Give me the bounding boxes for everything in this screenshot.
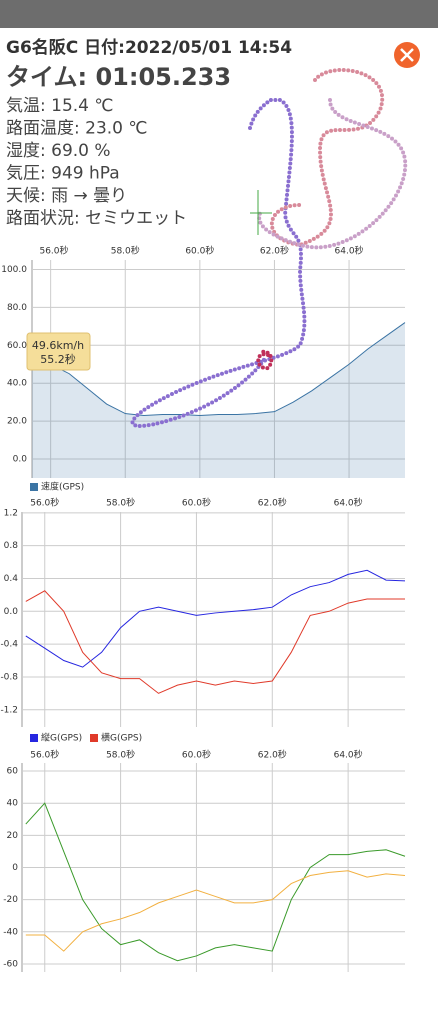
y-tick-label: 60.0 xyxy=(7,341,27,351)
crosshair xyxy=(250,190,272,235)
x-tick-label: 64.0秒 xyxy=(335,245,364,257)
x-tick-label: 56.0秒 xyxy=(39,245,68,257)
legend-label: 縦G(GPS) xyxy=(41,732,82,744)
y-tick-label: 20 xyxy=(7,831,19,841)
y-tick-label: 60 xyxy=(7,767,19,777)
x-tick-label: 60.0秒 xyxy=(182,497,211,509)
charts: 56.0秒 58.0秒 60.0秒 62.0秒 64.0秒 0.0 20.0 40.0 60.0… xyxy=(0,245,406,972)
condition: 天候: 雨 → 曇り xyxy=(6,186,127,206)
legend-label: 横G(GPS) xyxy=(101,732,142,744)
condition: 湿度: 69.0 % xyxy=(6,141,111,161)
close-icon xyxy=(400,48,414,62)
line xyxy=(25,569,406,668)
y-tick-label: 40 xyxy=(7,799,19,809)
area-fill xyxy=(32,322,405,478)
conditions: 気温: 15.4 ℃ 路面温度: 23.0 ℃湿度: 69.0 % 気圧: 949 … xyxy=(6,96,187,229)
y-tick-label: -20 xyxy=(3,895,18,905)
x-tick-label: 62.0秒 xyxy=(260,245,289,257)
line xyxy=(25,590,405,694)
line xyxy=(31,322,406,416)
lap-time: タイム: 01:05.233 xyxy=(6,63,231,91)
track-map xyxy=(130,68,408,428)
x-tick-label: 58.0秒 xyxy=(106,749,135,761)
x-tick-label: 56.0秒 xyxy=(30,749,59,761)
title: G6名阪C 日付:2022/05/01 14:54 xyxy=(6,37,292,58)
y-tick-label: -60 xyxy=(3,959,18,969)
x-tick-label: 62.0秒 xyxy=(258,749,287,761)
tooltip-time: 55.2秒 xyxy=(40,352,76,366)
x-tick-label: 60.0秒 xyxy=(185,245,214,257)
x-tick-label: 56.0秒 xyxy=(30,497,59,509)
legend-swatch xyxy=(90,734,98,742)
legend-swatch xyxy=(30,483,38,491)
y-tick-label: 100.0 xyxy=(1,265,27,275)
y-tick-label: -0.4 xyxy=(0,640,18,650)
x-tick-label: 64.0秒 xyxy=(334,749,363,761)
condition: 路面状況: セミウエット xyxy=(6,209,187,229)
y-tick-label: -1.2 xyxy=(0,705,18,715)
y-tick-label: 0 xyxy=(12,863,18,873)
tooltip-box xyxy=(26,332,91,371)
y-tick-label: 0.0 xyxy=(13,455,28,465)
x-tick-label: 64.0秒 xyxy=(334,497,363,509)
y-tick-label: 0.8 xyxy=(4,541,19,551)
bottom-space xyxy=(0,974,438,1024)
y-tick-label: 0.4 xyxy=(4,574,19,584)
status-bar xyxy=(0,0,438,28)
x-tick-label: 58.0秒 xyxy=(106,497,135,509)
legend-swatch xyxy=(30,734,38,742)
condition: 気圧: 949 hPa xyxy=(6,164,120,184)
y-tick-label: 1.2 xyxy=(4,508,18,518)
line xyxy=(25,870,406,952)
x-tick-label: 60.0秒 xyxy=(182,749,211,761)
y-tick-label: 0.0 xyxy=(4,607,19,617)
y-tick-label: 80.0 xyxy=(7,303,27,313)
condition: 気温: 15.4 ℃ xyxy=(6,96,113,116)
y-tick-label: 40.0 xyxy=(7,379,27,389)
y-tick-label: 20.0 xyxy=(7,417,27,427)
tooltip-speed: 49.6km/h xyxy=(32,339,84,352)
y-tick-label: -0.8 xyxy=(0,672,18,682)
x-tick-label: 58.0秒 xyxy=(111,245,140,257)
condition: 路面温度: 23.0 ℃ xyxy=(6,119,147,139)
line xyxy=(25,802,406,962)
legend-label: 速度(GPS) xyxy=(41,481,84,493)
x-tick-label: 62.0秒 xyxy=(258,497,287,509)
y-tick-label: -40 xyxy=(3,927,18,937)
